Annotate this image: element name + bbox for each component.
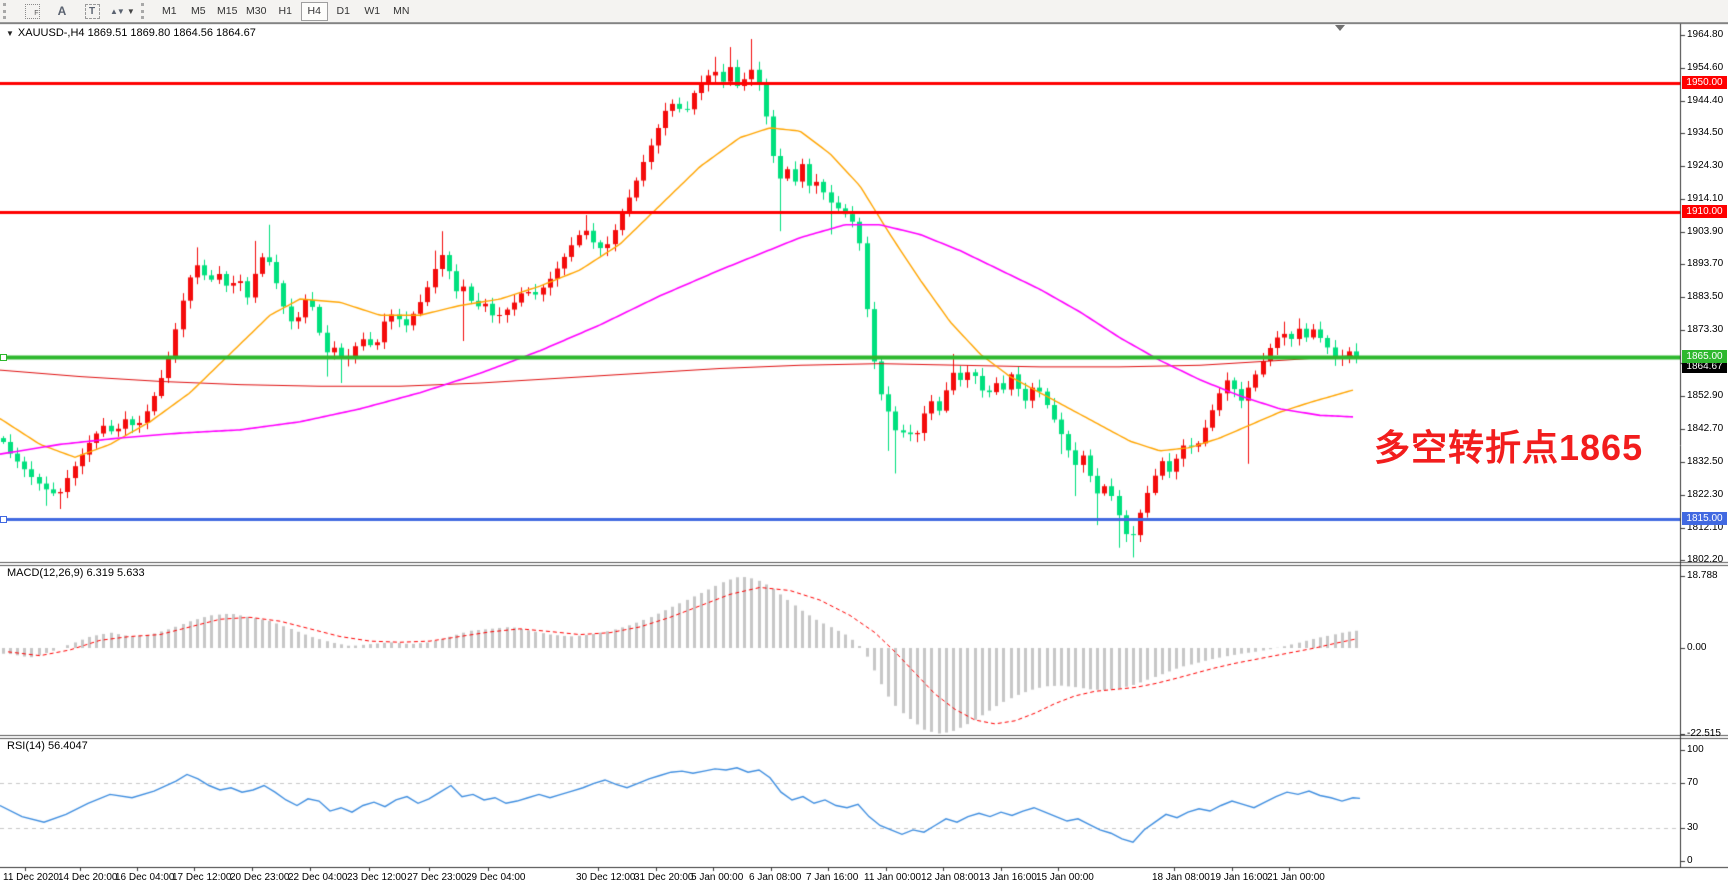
timeframe-button-W1[interactable]: W1	[364, 4, 381, 17]
text-box-tool-button[interactable]: T	[80, 2, 104, 20]
time-axis-label: 5 Jan 00:00	[691, 872, 744, 883]
time-axis-label: 16 Dec 04:00	[115, 872, 175, 883]
time-axis-label: 11 Dec 2020	[3, 872, 59, 883]
text-box-icon: T	[84, 3, 100, 19]
time-axis-label: 18 Jan 08:00	[1152, 872, 1210, 883]
rsi-scale-label: 30	[1687, 822, 1699, 833]
price-axis-label: 1873.30	[1687, 324, 1724, 335]
symbol-ohlc-text: XAUUSD-,H4 1869.51 1869.80 1864.56 1864.…	[17, 27, 256, 39]
chart-shift-marker-icon[interactable]	[1335, 25, 1345, 31]
rsi-indicator-label: RSI(14) 56.4047	[7, 740, 88, 752]
macd-indicator-label: MACD(12,26,9) 6.319 5.633	[7, 567, 145, 579]
macd-scale-label: 0.00	[1687, 642, 1707, 653]
price-axis-label: 1954.60	[1687, 62, 1724, 73]
level-badge-1815.00: 1815.00	[1682, 512, 1727, 525]
price-axis-label: 1822.30	[1687, 489, 1724, 500]
price-axis-label: 1914.10	[1687, 193, 1724, 204]
time-axis-label: 20 Dec 23:00	[230, 872, 290, 883]
time-axis-label: 23 Dec 12:00	[347, 872, 407, 883]
collapse-arrow-icon[interactable]: ▼	[6, 29, 14, 38]
rsi-scale-label: 70	[1687, 777, 1699, 788]
price-axis-label: 1903.90	[1687, 226, 1724, 237]
dotted-grid-icon: F	[24, 3, 40, 19]
timeframe-button-MN[interactable]: MN	[393, 4, 410, 17]
level-badge-1950.00: 1950.00	[1682, 76, 1727, 89]
time-axis-label: 14 Dec 20:00	[58, 872, 118, 883]
time-axis-label: 30 Dec 12:00	[576, 872, 636, 883]
level-badge-1910.00: 1910.00	[1682, 205, 1727, 218]
time-axis-label: 27 Dec 23:00	[407, 872, 467, 883]
price-axis-label: 1832.50	[1687, 456, 1724, 467]
macd-scale-label: 18.788	[1687, 570, 1718, 581]
price-axis-label: 1964.80	[1687, 29, 1724, 40]
time-axis-label: 19 Jan 16:00	[1210, 872, 1268, 883]
timeframe-button-M5[interactable]: M5	[190, 4, 206, 17]
price-axis-label: 1852.90	[1687, 390, 1724, 401]
timeframe-button-H1[interactable]: H1	[278, 4, 292, 17]
price-axis-label: 1802.20	[1687, 554, 1724, 565]
arrow-style-icon: ▲▼	[110, 6, 125, 16]
toolbar: F A T ▲▼ ▼ M1 M5 M15 M30 H1 H4 D1 W1 MN	[0, 0, 1728, 23]
rsi-scale-label: 0	[1687, 855, 1693, 866]
symbol-palette-button[interactable]: F	[20, 2, 44, 20]
timeframe-button-M15[interactable]: M15	[217, 4, 238, 17]
timeframe-toolbar: M1 M5 M15 M30 H1 H4 D1 W1 MN	[155, 0, 416, 22]
time-axis-label: 7 Jan 16:00	[806, 872, 859, 883]
level-badge-1865.00: 1865.00	[1682, 350, 1727, 363]
time-axis-label: 12 Jan 08:00	[921, 872, 979, 883]
toolbar-gripper[interactable]	[140, 3, 150, 19]
time-axis-label: 17 Dec 12:00	[172, 872, 232, 883]
arrow-style-tool-button[interactable]: ▲▼ ▼	[110, 2, 135, 20]
macd-scale-label: -22.515	[1687, 728, 1721, 739]
hline-handle[interactable]	[0, 354, 7, 361]
price-axis-label: 1934.50	[1687, 127, 1724, 138]
time-axis-label: 13 Jan 16:00	[979, 872, 1037, 883]
rsi-scale-label: 100	[1687, 744, 1704, 755]
price-axis-label: 1842.70	[1687, 423, 1724, 434]
time-axis-label: 11 Jan 00:00	[864, 872, 922, 883]
price-axis-label: 1883.50	[1687, 291, 1724, 302]
time-axis-label: 6 Jan 08:00	[749, 872, 802, 883]
time-axis-label: 29 Dec 04:00	[466, 872, 526, 883]
price-axis-label: 1924.30	[1687, 160, 1724, 171]
toolbar-gripper[interactable]	[3, 3, 12, 19]
annotation-text[interactable]: 多空转折点1865	[1374, 427, 1644, 468]
price-axis-label: 1812.10	[1687, 522, 1724, 533]
price-axis-label: 1944.40	[1687, 95, 1724, 106]
hline-handle[interactable]	[0, 516, 7, 523]
symbol-title: ▼ XAUUSD-,H4 1869.51 1869.80 1864.56 1864…	[6, 27, 256, 39]
timeframe-button-M30[interactable]: M30	[246, 4, 267, 17]
price-axis-label: 1893.70	[1687, 258, 1724, 269]
time-axis-label: 21 Jan 00:00	[1267, 872, 1325, 883]
chevron-down-icon: ▼	[126, 6, 135, 16]
text-label-tool-button[interactable]: A	[57, 4, 67, 18]
timeframe-button-H4[interactable]: H4	[300, 1, 328, 21]
timeframe-button-D1[interactable]: D1	[336, 4, 350, 17]
current-price-badge: 1864.67	[1682, 360, 1727, 373]
time-axis-label: 15 Jan 00:00	[1036, 872, 1094, 883]
time-axis-label: 22 Dec 04:00	[288, 872, 348, 883]
time-axis-label: 31 Dec 20:00	[634, 872, 694, 883]
timeframe-button-M1[interactable]: M1	[161, 4, 177, 17]
